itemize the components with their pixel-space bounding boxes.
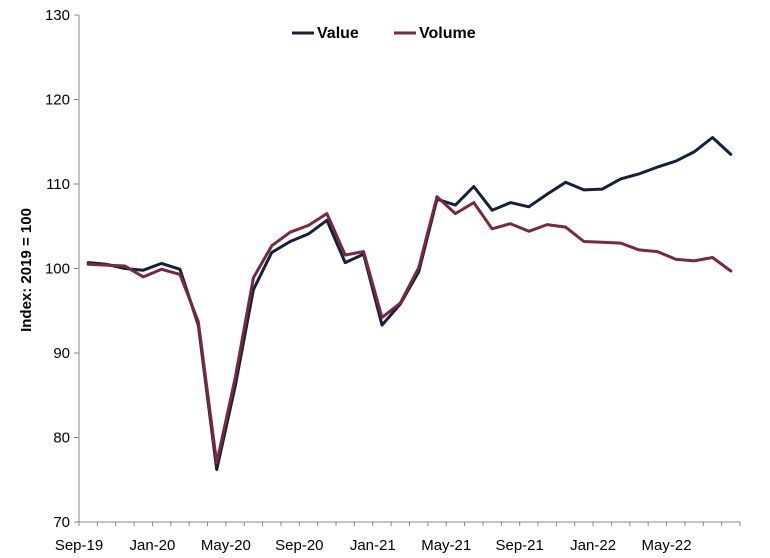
data-point-volume — [399, 301, 402, 305]
data-point-volume — [252, 276, 255, 279]
data-point-volume — [123, 264, 127, 268]
data-point-volume — [380, 316, 384, 319]
data-point-value — [142, 269, 145, 272]
data-point-value — [637, 172, 641, 176]
legend-label-volume: Volume — [419, 25, 476, 42]
y-tick-label: 80 — [53, 430, 70, 447]
data-point-value — [546, 192, 549, 196]
x-tick-label: May-20 — [201, 537, 251, 554]
data-point-volume — [142, 275, 145, 279]
y-tick-label: 120 — [45, 92, 70, 109]
data-point-volume — [674, 258, 677, 261]
data-point-volume — [215, 461, 218, 465]
data-point-value — [160, 262, 163, 265]
data-point-volume — [233, 377, 237, 380]
data-point-volume — [564, 225, 567, 229]
data-point-volume — [435, 195, 439, 198]
data-point-volume — [289, 231, 292, 234]
data-point-value — [307, 232, 310, 236]
data-point-volume — [325, 212, 329, 215]
data-point-value — [270, 251, 273, 254]
data-point-value — [325, 219, 329, 222]
data-point-volume — [619, 241, 622, 245]
x-tick-label: Jan-21 — [350, 537, 396, 554]
y-tick-label: 90 — [53, 345, 70, 362]
data-point-value — [344, 261, 347, 264]
data-point-value — [711, 136, 714, 139]
data-point-value — [454, 203, 457, 207]
data-point-value — [674, 160, 677, 163]
data-point-volume — [472, 201, 475, 204]
x-tick-label: May-21 — [421, 537, 471, 554]
data-point-value — [490, 209, 494, 212]
data-point-volume — [417, 266, 420, 269]
x-tick-label: May-22 — [642, 537, 692, 554]
y-axis-label: Index: 2019 = 100 — [18, 208, 35, 332]
y-tick-label: 100 — [45, 261, 70, 278]
chart-legend: Value Volume — [292, 25, 476, 42]
data-point-volume — [454, 212, 457, 215]
data-point-volume — [270, 244, 273, 247]
data-point-volume — [362, 250, 365, 253]
data-point-volume — [490, 227, 494, 230]
data-point-volume — [307, 224, 310, 227]
data-point-volume — [178, 273, 182, 276]
y-tick-label: 70 — [53, 514, 70, 531]
x-tick-label: Jan-22 — [570, 537, 616, 554]
data-point-value — [619, 177, 622, 181]
data-point-value — [178, 268, 182, 271]
data-point-value — [215, 468, 218, 471]
x-tick-label: Sep-19 — [55, 537, 103, 554]
data-point-value — [729, 153, 732, 156]
data-point-volume — [582, 240, 586, 243]
y-tick-label: 130 — [45, 7, 70, 24]
data-point-volume — [160, 268, 163, 271]
x-tick-label: Sep-20 — [275, 537, 323, 554]
data-point-volume — [527, 230, 530, 233]
data-point-value — [656, 165, 659, 169]
data-point-volume — [637, 248, 641, 252]
data-point-volume — [729, 269, 732, 273]
data-point-value — [380, 323, 384, 327]
y-tick-label: 110 — [46, 176, 70, 193]
data-point-value — [289, 240, 292, 243]
series-line-volume — [86, 195, 733, 465]
data-point-volume — [601, 241, 604, 244]
legend-label-value: Value — [317, 25, 359, 42]
data-point-volume — [692, 259, 696, 263]
data-point-volume — [105, 263, 108, 267]
data-point-value — [692, 150, 696, 154]
data-point-volume — [509, 222, 512, 225]
data-point-value — [509, 201, 512, 204]
data-point-value — [527, 205, 530, 208]
data-point-value — [582, 188, 586, 192]
data-point-volume — [87, 263, 90, 266]
data-point-value — [472, 185, 475, 188]
data-point-volume — [197, 320, 200, 323]
series-line-value — [86, 136, 733, 472]
data-point-volume — [546, 223, 549, 226]
x-tick-label: Sep-21 — [495, 537, 543, 554]
chart-axes: 70 80 90 100 110 120 130 Sep-19 Jan-20 May-20 Sep-… — [45, 7, 741, 554]
x-tick-label: Jan-20 — [130, 537, 176, 554]
data-point-volume — [656, 250, 659, 253]
data-point-volume — [344, 253, 347, 257]
data-point-value — [564, 181, 567, 184]
data-point-value — [601, 187, 604, 191]
data-point-volume — [711, 256, 714, 259]
chart-series — [86, 136, 733, 472]
